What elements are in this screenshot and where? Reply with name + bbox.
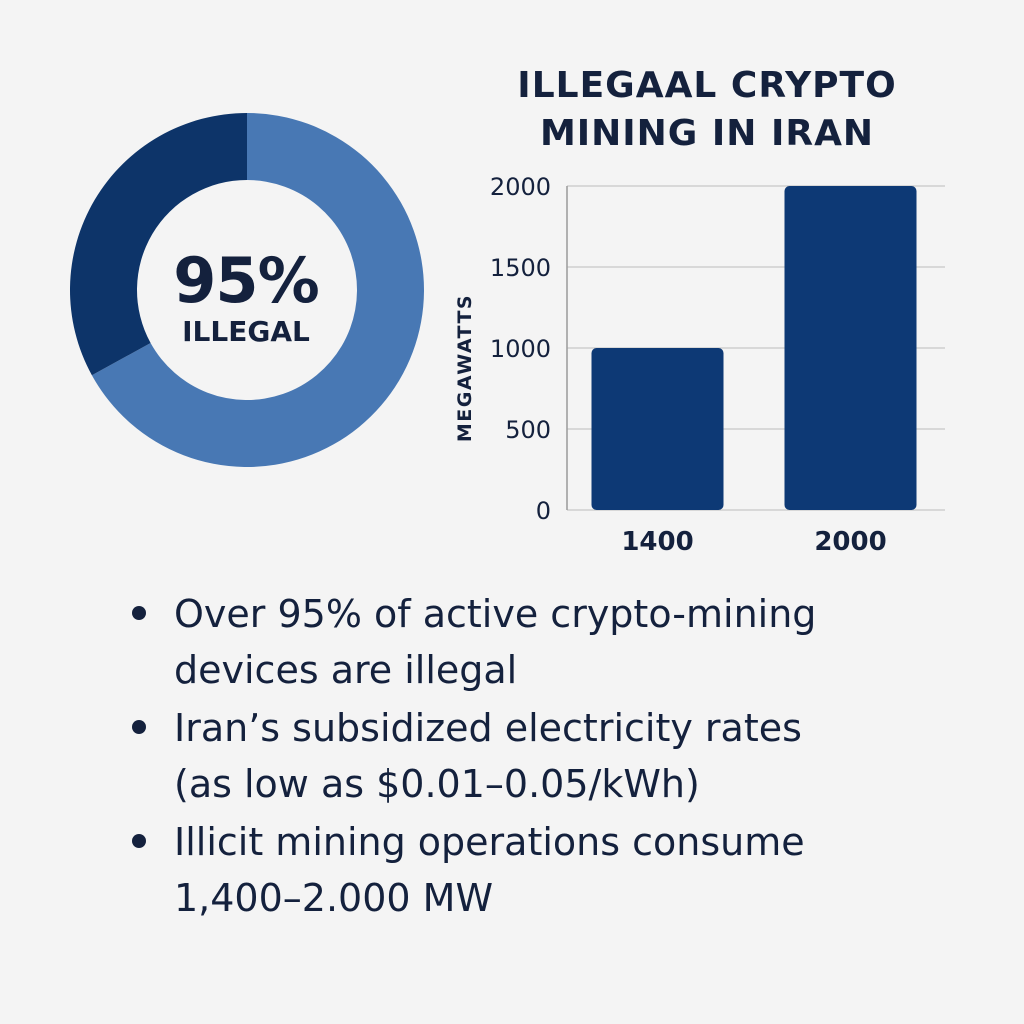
chart-title: ILLEGAAL CRYPTO MINING IN IRAN bbox=[462, 62, 952, 158]
bullet-line: 1,400–2.000 MW bbox=[174, 876, 494, 920]
y-tick-label: 1500 bbox=[490, 254, 551, 282]
bullet-dot-icon bbox=[132, 606, 146, 620]
y-axis-label: MEGAWATTS bbox=[454, 294, 476, 442]
bar-chart: 0 500 1000 1500 2000 1400 2000 MEGAWATTS bbox=[454, 173, 945, 557]
bullet-line: devices are illegal bbox=[174, 648, 518, 692]
chart-title-line-2: MINING IN IRAN bbox=[539, 113, 875, 154]
bullet-line: (as low as $0.01–0.05/kWh) bbox=[174, 762, 700, 806]
y-tick-label: 2000 bbox=[490, 173, 551, 201]
bar-bars bbox=[591, 186, 917, 510]
donut-percent: 95% bbox=[173, 244, 319, 317]
bullet-line: Over 95% of active crypto-mining bbox=[174, 592, 817, 636]
chart-title-line-1: ILLEGAAL CRYPTO bbox=[517, 65, 897, 106]
bullet-line: Illicit mining operations consume bbox=[174, 820, 805, 864]
donut-center: 95% ILLEGAL bbox=[126, 245, 366, 349]
x-tick-label: 2000 bbox=[814, 527, 886, 557]
bar bbox=[591, 348, 724, 510]
bullet-dot-icon bbox=[132, 834, 146, 848]
y-tick-label: 1000 bbox=[490, 335, 551, 363]
bar-x-ticks: 1400 2000 bbox=[621, 527, 886, 557]
donut-label: ILLEGAL bbox=[182, 315, 310, 348]
y-tick-label: 0 bbox=[536, 497, 551, 525]
bar-y-ticks: 0 500 1000 1500 2000 bbox=[490, 173, 551, 525]
bullet-item: Over 95% of active crypto-mining devices… bbox=[128, 586, 928, 698]
bullet-dot-icon bbox=[132, 720, 146, 734]
y-tick-label: 500 bbox=[505, 416, 551, 444]
bullet-line: Iran’s subsidized electricity rates bbox=[174, 706, 802, 750]
bullet-item: Iran’s subsidized electricity rates (as … bbox=[128, 700, 928, 812]
x-tick-label: 1400 bbox=[621, 527, 693, 557]
donut-slice bbox=[91, 113, 424, 467]
donut-chart bbox=[69, 112, 424, 467]
bullet-item: Illicit mining operations consume 1,400–… bbox=[128, 814, 928, 926]
donut-slices bbox=[69, 112, 424, 467]
donut-slice bbox=[69, 112, 248, 376]
bullet-list: Over 95% of active crypto-mining devices… bbox=[128, 586, 928, 928]
bar bbox=[784, 186, 917, 510]
